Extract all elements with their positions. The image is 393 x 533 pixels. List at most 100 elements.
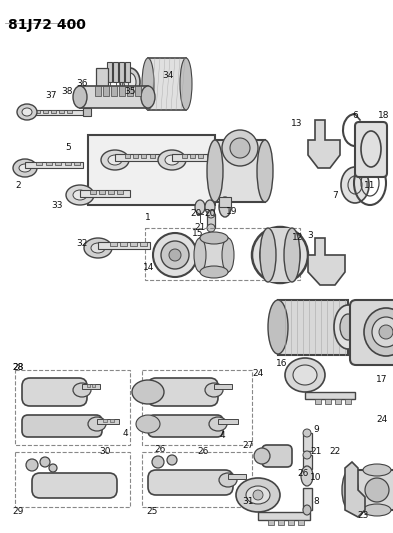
Bar: [214, 384, 232, 389]
Bar: [80, 86, 148, 108]
Text: 26: 26: [298, 470, 309, 479]
Ellipse shape: [153, 233, 197, 277]
Text: 7: 7: [332, 191, 338, 200]
Text: 8: 8: [313, 497, 319, 506]
Ellipse shape: [285, 358, 325, 392]
Text: 23: 23: [357, 511, 369, 520]
Ellipse shape: [209, 417, 227, 431]
Bar: [80, 190, 130, 197]
Bar: [35, 110, 40, 113]
Bar: [278, 520, 284, 525]
Bar: [182, 154, 187, 158]
Ellipse shape: [257, 140, 273, 202]
Bar: [99, 190, 105, 194]
Text: 9: 9: [313, 425, 319, 434]
FancyBboxPatch shape: [148, 415, 223, 437]
Bar: [95, 86, 101, 96]
Ellipse shape: [236, 478, 280, 512]
Bar: [141, 154, 146, 158]
Ellipse shape: [260, 235, 300, 275]
Ellipse shape: [253, 490, 263, 500]
Text: 4: 4: [122, 429, 128, 438]
Bar: [25, 162, 83, 168]
Text: 20: 20: [204, 208, 216, 217]
Ellipse shape: [169, 249, 181, 261]
Ellipse shape: [205, 383, 223, 397]
Bar: [303, 488, 312, 510]
FancyBboxPatch shape: [148, 470, 233, 495]
Ellipse shape: [141, 86, 155, 108]
Bar: [130, 242, 137, 246]
Text: 81J72 400: 81J72 400: [8, 18, 86, 32]
Ellipse shape: [22, 108, 32, 116]
Bar: [83, 108, 91, 116]
Bar: [305, 392, 355, 399]
Text: 14: 14: [143, 263, 155, 272]
Bar: [350, 470, 393, 510]
Text: 12: 12: [292, 233, 304, 243]
Ellipse shape: [167, 455, 177, 465]
Bar: [140, 242, 147, 246]
Bar: [133, 154, 138, 158]
Bar: [65, 162, 71, 165]
Ellipse shape: [73, 190, 87, 200]
Text: 6: 6: [352, 110, 358, 119]
Ellipse shape: [73, 86, 87, 108]
Text: 22: 22: [329, 448, 341, 456]
Bar: [172, 154, 217, 161]
Ellipse shape: [222, 130, 258, 166]
Bar: [120, 242, 127, 246]
Text: 13: 13: [291, 118, 303, 127]
Text: 31: 31: [242, 497, 254, 506]
Ellipse shape: [17, 104, 37, 120]
Ellipse shape: [341, 167, 369, 203]
Ellipse shape: [301, 466, 313, 486]
Bar: [288, 520, 294, 525]
Ellipse shape: [219, 197, 231, 217]
Ellipse shape: [303, 429, 311, 437]
Ellipse shape: [158, 150, 186, 170]
Text: 21: 21: [310, 448, 322, 456]
Bar: [67, 110, 72, 113]
Bar: [46, 162, 52, 165]
Bar: [142, 452, 252, 507]
Bar: [90, 190, 96, 194]
Ellipse shape: [101, 150, 129, 170]
Text: 15: 15: [192, 230, 204, 238]
Text: 16: 16: [276, 359, 288, 367]
Bar: [15, 452, 130, 507]
Ellipse shape: [200, 232, 228, 244]
Ellipse shape: [180, 58, 192, 110]
Bar: [198, 154, 203, 158]
Ellipse shape: [219, 473, 237, 487]
Bar: [51, 110, 56, 113]
Text: 21: 21: [194, 223, 206, 232]
FancyBboxPatch shape: [22, 378, 87, 406]
Bar: [127, 86, 133, 96]
Ellipse shape: [207, 224, 215, 232]
Ellipse shape: [363, 504, 391, 516]
Ellipse shape: [84, 238, 112, 258]
Bar: [55, 162, 61, 165]
Bar: [207, 154, 212, 158]
Ellipse shape: [136, 415, 160, 433]
Text: 19: 19: [226, 207, 238, 216]
Polygon shape: [345, 462, 365, 517]
FancyBboxPatch shape: [22, 415, 102, 437]
Ellipse shape: [161, 241, 189, 269]
Bar: [258, 512, 310, 520]
Ellipse shape: [284, 228, 300, 282]
Ellipse shape: [342, 470, 358, 510]
Bar: [74, 162, 80, 165]
Text: 5: 5: [65, 143, 71, 152]
Ellipse shape: [303, 505, 311, 515]
Bar: [110, 419, 114, 422]
Ellipse shape: [19, 164, 31, 172]
Ellipse shape: [364, 308, 393, 356]
Bar: [135, 86, 141, 96]
Bar: [148, 58, 186, 110]
Bar: [190, 154, 195, 158]
FancyBboxPatch shape: [148, 378, 218, 406]
Polygon shape: [88, 135, 215, 205]
Bar: [25, 110, 83, 115]
